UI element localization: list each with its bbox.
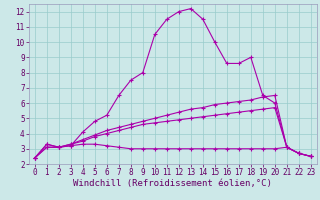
X-axis label: Windchill (Refroidissement éolien,°C): Windchill (Refroidissement éolien,°C): [73, 179, 272, 188]
